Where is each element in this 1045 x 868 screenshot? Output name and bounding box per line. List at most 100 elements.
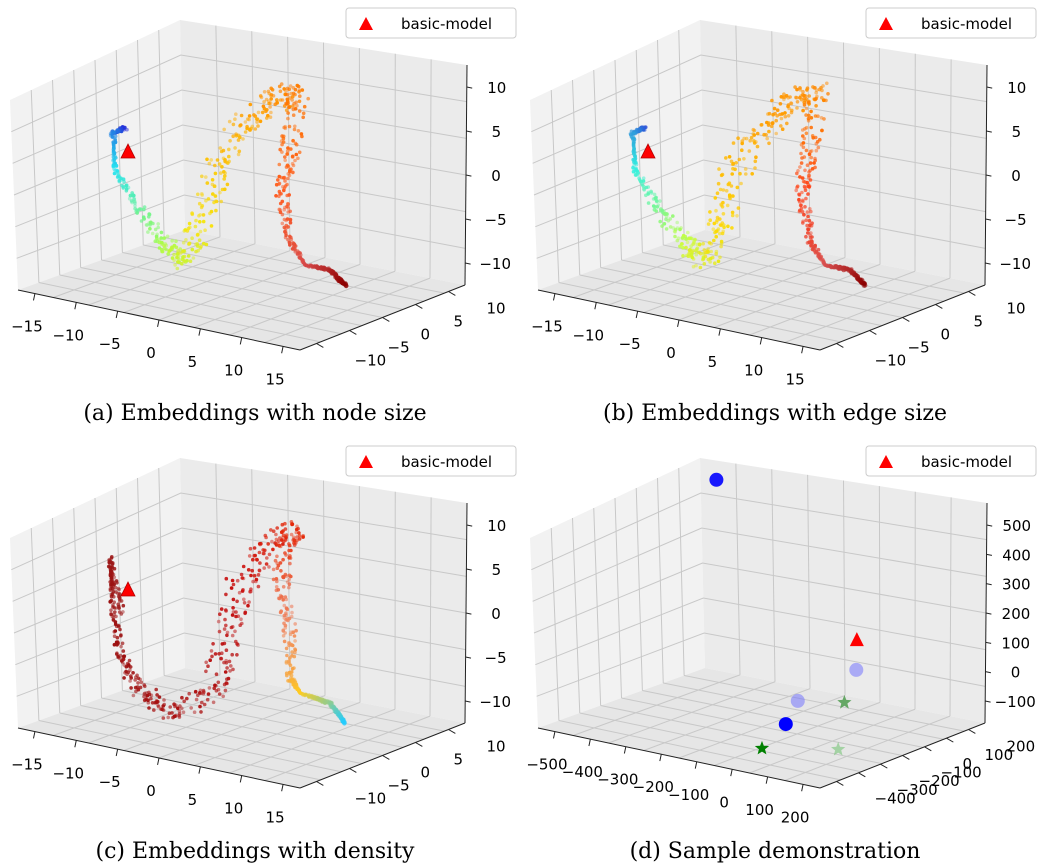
embedding-point xyxy=(724,156,728,160)
embedding-point xyxy=(635,172,640,177)
embedding-point xyxy=(806,119,811,123)
embedding-point xyxy=(251,557,255,562)
embedding-point xyxy=(108,132,113,136)
embedding-point xyxy=(288,170,292,174)
embedding-point xyxy=(743,167,748,171)
embedding-point xyxy=(200,174,204,179)
x-tick-label: 10 xyxy=(224,362,243,380)
embedding-point xyxy=(283,158,288,163)
embedding-point xyxy=(807,170,811,174)
embedding-point xyxy=(256,584,261,589)
x-tick-label: −5 xyxy=(99,335,121,353)
embedding-point xyxy=(230,652,234,657)
embedding-point xyxy=(816,114,820,118)
embedding-point xyxy=(248,546,253,551)
embedding-point xyxy=(296,129,301,133)
embedding-point xyxy=(778,102,783,106)
embedding-point xyxy=(182,229,187,233)
tick-mark xyxy=(316,781,324,786)
embedding-point xyxy=(739,181,743,186)
embedding-point xyxy=(230,633,235,638)
embedding-point xyxy=(820,96,824,100)
embedding-point xyxy=(264,562,269,566)
embedding-point xyxy=(654,209,658,213)
z-tick-label: 10 xyxy=(487,517,506,535)
embedding-point xyxy=(193,224,198,229)
embedding-point xyxy=(802,103,807,107)
tick-mark xyxy=(986,130,992,133)
embedding-point xyxy=(808,178,813,182)
grid-line xyxy=(158,695,326,759)
embedding-point xyxy=(289,532,294,537)
embedding-point xyxy=(258,561,262,565)
embedding-point xyxy=(681,246,685,250)
embedding-point xyxy=(230,613,235,617)
embedding-point xyxy=(293,639,297,643)
embedding-point xyxy=(715,218,719,223)
grid-line xyxy=(535,597,986,666)
embedding-point xyxy=(753,159,758,164)
tick-mark xyxy=(415,304,423,309)
embedding-point xyxy=(111,130,116,135)
embedding-point xyxy=(248,102,253,107)
embedding-point xyxy=(224,623,228,628)
embedding-point xyxy=(190,236,194,240)
tick-mark xyxy=(718,328,721,336)
embedding-point xyxy=(806,214,810,219)
embedding-point xyxy=(202,702,207,707)
embedding-point xyxy=(228,139,232,143)
embedding-point xyxy=(236,138,241,142)
embedding-point xyxy=(115,643,119,647)
embedding-point xyxy=(129,686,133,690)
embedding-point xyxy=(805,227,810,231)
embedding-point xyxy=(267,565,271,569)
embedding-point xyxy=(293,158,297,163)
embedding-point xyxy=(203,228,207,232)
embedding-point xyxy=(290,680,295,684)
embedding-point xyxy=(271,94,276,98)
embedding-point xyxy=(631,137,635,142)
embedding-point xyxy=(673,230,677,234)
x-tick-label: 15 xyxy=(266,370,285,388)
embedding-point xyxy=(219,607,224,611)
embedding-point xyxy=(274,537,279,542)
embedding-point xyxy=(285,607,290,612)
embedding-point xyxy=(779,116,784,121)
embedding-point xyxy=(291,107,296,112)
embedding-point xyxy=(245,124,249,129)
embedding-point xyxy=(155,236,159,240)
embedding-point xyxy=(685,240,690,245)
embedding-point xyxy=(241,588,245,592)
embedding-point xyxy=(802,184,807,189)
embedding-point xyxy=(795,106,799,110)
embedding-point xyxy=(116,602,121,607)
tick-mark xyxy=(588,739,591,747)
embedding-point xyxy=(293,141,298,146)
embedding-point xyxy=(142,217,146,221)
embedding-point xyxy=(270,88,275,92)
tick-mark xyxy=(759,337,763,345)
tick-mark xyxy=(730,769,733,777)
embedding-point xyxy=(216,680,221,685)
embedding-point xyxy=(117,179,122,184)
embedding-point xyxy=(646,185,650,189)
embedding-point xyxy=(795,185,799,190)
embedding-point xyxy=(213,194,218,198)
embedding-point xyxy=(653,196,658,201)
embedding-point xyxy=(115,635,120,640)
embedding-point xyxy=(155,699,159,704)
embedding-point xyxy=(224,609,228,613)
embedding-point xyxy=(733,167,737,172)
embedding-point xyxy=(142,692,147,696)
z-tick-label: 100 xyxy=(1001,634,1030,652)
embedding-point xyxy=(290,610,294,615)
embedding-point xyxy=(727,195,732,199)
z-tick-label: 200 xyxy=(1002,605,1031,623)
embedding-point xyxy=(785,121,789,126)
embedding-point xyxy=(267,552,272,557)
tick-mark xyxy=(466,568,472,571)
embedding-point xyxy=(195,242,200,246)
embedding-point xyxy=(174,245,179,250)
embedding-point xyxy=(180,261,184,266)
embedding-point xyxy=(127,658,132,663)
